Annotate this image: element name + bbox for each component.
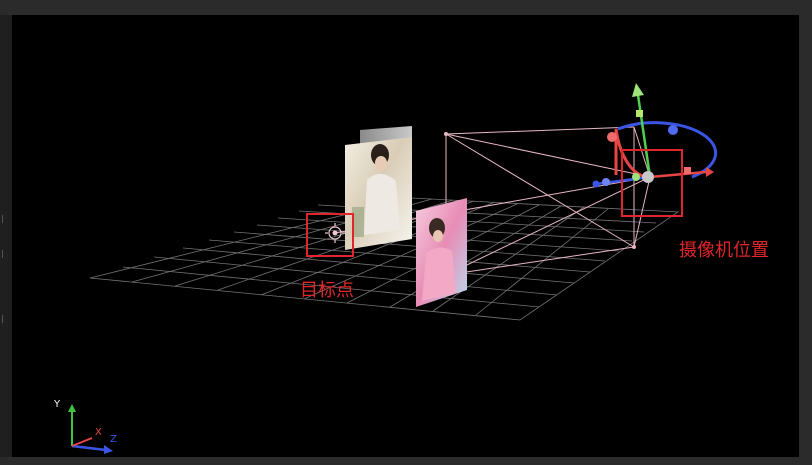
axis-z-label: Z [110, 434, 117, 445]
target-point-icon[interactable] [325, 223, 345, 243]
camera-position-highlight [621, 149, 683, 217]
axis-x-label: X [95, 427, 102, 438]
image-layer-1[interactable] [345, 137, 412, 250]
target-point-label: 目标点 [300, 280, 354, 301]
left-panel-edge [0, 15, 12, 457]
camera-gizmo-icon[interactable] [592, 83, 718, 188]
scene-svg: Y X Z [53, 83, 718, 454]
camera-position-label: 摄像机位置 [679, 240, 769, 261]
image-layer-2[interactable] [416, 198, 467, 307]
axis-y-label: Y [53, 399, 61, 410]
edge-tick [2, 250, 9, 258]
scene-canvas[interactable]: Y X Z [12, 15, 799, 457]
axis-indicator-icon: Y X Z [53, 399, 117, 454]
frustum-corner [444, 132, 448, 136]
target-point-highlight [306, 213, 354, 257]
frustum-corner [632, 245, 636, 249]
edge-tick [2, 315, 9, 323]
edge-tick [2, 215, 9, 223]
